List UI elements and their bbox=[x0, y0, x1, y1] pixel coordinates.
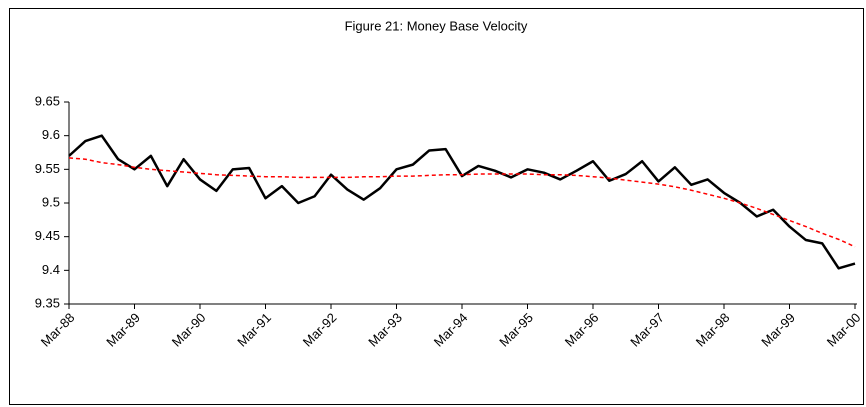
y-tick-label: 9.55 bbox=[35, 161, 60, 176]
chart-border bbox=[9, 8, 864, 405]
y-tick-label: 9.6 bbox=[42, 127, 60, 142]
trend-line bbox=[68, 157, 856, 248]
y-tick-label: 9.35 bbox=[35, 295, 60, 310]
chart-title: Figure 21: Money Base Velocity bbox=[345, 18, 528, 33]
y-tick-label: 9.65 bbox=[35, 93, 60, 108]
y-tick-label: 9.5 bbox=[42, 194, 60, 209]
y-tick-label: 9.4 bbox=[42, 262, 60, 277]
data-line bbox=[68, 134, 856, 270]
y-tick-label: 9.45 bbox=[35, 228, 60, 243]
